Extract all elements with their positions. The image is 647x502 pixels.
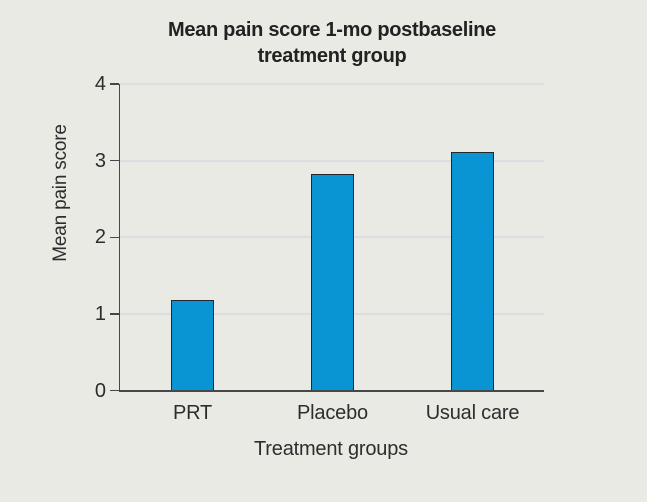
x-category-label-prt: PRT (172, 402, 213, 424)
y-axis-line (118, 84, 121, 391)
x-category-label-usual-care: Usual care (425, 402, 520, 424)
x-category-label-placebo: Placebo (297, 402, 368, 424)
gridline-y3 (120, 159, 544, 162)
y-tick-2 (110, 236, 119, 239)
y-tick-4 (110, 83, 119, 85)
chart-title-line2: treatment group (257, 45, 407, 67)
y-tick-label-2: 2 (94, 226, 106, 249)
bar-prt (171, 300, 214, 391)
y-tick-label-3: 3 (94, 149, 106, 172)
gridline-y4 (120, 83, 544, 86)
y-tick-label-0: 0 (94, 379, 106, 402)
y-tick-0 (110, 389, 119, 392)
x-axis-label: Treatment groups (254, 438, 408, 460)
y-tick-label-1: 1 (94, 302, 106, 325)
chart-title-line1: Mean pain score 1-mo postbaseline (168, 19, 496, 41)
y-tick-label-4: 4 (94, 73, 106, 96)
chart-title: Mean pain score 1-mo postbaseline treatm… (120, 17, 544, 69)
y-tick-1 (110, 313, 119, 315)
bar-usual-care (451, 152, 494, 391)
y-tick-3 (110, 159, 119, 162)
bar-placebo (311, 173, 354, 391)
x-axis-line (118, 390, 544, 392)
